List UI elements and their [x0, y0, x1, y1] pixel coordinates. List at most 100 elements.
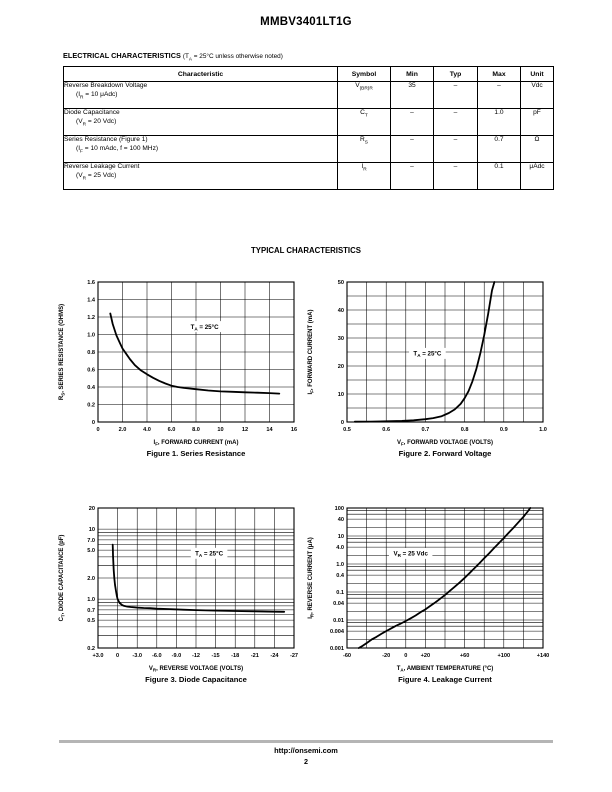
x-tick-label: -3.0 — [132, 653, 142, 659]
fig3-curve — [111, 543, 286, 613]
y-tick-label: 0.4 — [336, 573, 345, 579]
y-tick-label: 20 — [338, 364, 344, 370]
min-cell: – — [390, 162, 434, 190]
y-tick-label: 10 — [338, 534, 344, 540]
y-axis-label: RS, SERIES RESISTANCE (OHMS) — [59, 304, 66, 400]
symbol-cell: IR — [337, 162, 391, 190]
y-tick-label: 0 — [341, 420, 344, 426]
x-tick-label: +60 — [460, 653, 470, 659]
y-tick-label: 0.2 — [87, 646, 95, 652]
characteristic-name: Reverse Leakage Current — [64, 163, 140, 170]
figure-4-leakage-current-chart: -60 -20 0 +20 +60 +100 +140 100 40 10 4.0 1.0 0.4 0.1… — [303, 498, 555, 698]
table-row: Reverse Breakdown Voltage (IR = 10 μAdc)… — [63, 81, 554, 109]
y-tick-label: 2.0 — [87, 576, 95, 582]
x-tick-label: +140 — [537, 653, 550, 659]
y-tick-label: 0.001 — [330, 646, 344, 652]
annotation-backdrop — [389, 547, 433, 559]
unit-cell: Vdc — [520, 81, 554, 109]
x-axis-label: TA, AMBIENT TEMPERATURE (°C) — [397, 666, 494, 673]
y-tick-label: 0.2 — [87, 403, 95, 409]
y-tick-label: 0.7 — [87, 608, 95, 614]
y-tick-label: 7.0 — [87, 538, 95, 544]
figure-1-series-resistance-chart: 0 2.0 4.0 6.0 8.0 10 12 14 16 0 0.2 0.4 0.6 0.8 1.0 1.2… — [54, 272, 306, 472]
y-tick-label: 1.0 — [87, 597, 95, 603]
unit-cell: μAdc — [520, 162, 554, 190]
page-title: MMBV3401LT1G — [260, 16, 352, 28]
fig4-svg: -60 -20 0 +20 +60 +100 +140 100 40 10 4.0 1.0 0.4 0.1… — [308, 506, 550, 684]
typ-cell: – — [433, 135, 478, 163]
y-tick-label: 40 — [338, 517, 344, 523]
x-tick-label: -24 — [270, 653, 279, 659]
y-tick-label: 0.04 — [333, 601, 345, 607]
x-tick-label: 0.7 — [422, 427, 430, 433]
x-tick-label: -20 — [382, 653, 390, 659]
annotation-text: TA = 25°C — [413, 351, 442, 359]
characteristic-cell: Series Resistance (Figure 1) (IF = 10 mA… — [63, 135, 338, 163]
figure-caption: Figure 4. Leakage Current — [398, 675, 492, 684]
characteristic-cell: Reverse Breakdown Voltage (IR = 10 μAdc) — [63, 81, 338, 109]
figure-caption: Figure 3. Diode Capacitance — [145, 675, 247, 684]
column-header-unit: Unit — [520, 66, 554, 82]
typical-characteristics-heading: TYPICAL CHARACTERISTICS — [251, 246, 361, 255]
typ-cell: – — [433, 81, 478, 109]
grid-lines — [97, 507, 295, 649]
grid-lines — [346, 507, 544, 649]
x-tick-label: -9.0 — [172, 653, 182, 659]
y-tick-label: 40 — [338, 308, 344, 314]
table-header-row: Characteristic Symbol Min Typ Max Unit — [63, 66, 554, 82]
y-tick-label: 0.004 — [330, 629, 345, 635]
min-cell: – — [390, 108, 434, 136]
unit-cell: pF — [520, 108, 554, 136]
figure-caption: Figure 1. Series Resistance — [147, 449, 246, 458]
y-tick-label: 0.6 — [87, 368, 95, 374]
x-tick-label: -21 — [251, 653, 259, 659]
characteristic-condition: (IF = 10 mAdc, f = 100 MHz) — [76, 145, 159, 155]
unit-cell: Ω — [520, 135, 554, 163]
y-tick-label: 10 — [89, 527, 95, 533]
footer-divider — [59, 740, 553, 743]
figure-caption: Figure 2. Forward Voltage — [399, 449, 492, 458]
characteristic-condition: (VR = 25 Vdc) — [76, 172, 117, 182]
min-cell: 35 — [390, 81, 434, 109]
x-tick-label: -6.0 — [152, 653, 162, 659]
max-cell: – — [477, 81, 521, 109]
x-tick-label: 14 — [266, 427, 273, 433]
plot-border — [97, 507, 295, 649]
typ-cell: – — [433, 162, 478, 190]
y-axis-label: IF, FORWARD CURRENT (mA) — [308, 310, 315, 395]
x-tick-label: 4.0 — [143, 427, 151, 433]
y-tick-label: 0.4 — [87, 385, 96, 391]
electrical-characteristics-table: Characteristic Symbol Min Typ Max Unit R… — [63, 66, 554, 190]
y-tick-label: 1.2 — [87, 315, 95, 321]
y-tick-label: 0.1 — [336, 590, 344, 596]
y-tick-label: 1.6 — [87, 280, 95, 286]
max-cell: 0.7 — [477, 135, 521, 163]
x-tick-label: 0 — [116, 653, 119, 659]
annotation-backdrop — [186, 321, 223, 333]
x-axis-label: VR, REVERSE VOLTAGE (VOLTS) — [149, 666, 243, 673]
table-row: Series Resistance (Figure 1) (IF = 10 mA… — [63, 135, 554, 163]
x-axis-label: VF, FORWARD VOLTAGE (VOLTS) — [397, 440, 493, 447]
x-tick-label: 12 — [242, 427, 248, 433]
fig1-curve — [109, 312, 281, 395]
characteristic-name: Reverse Breakdown Voltage — [64, 82, 148, 89]
y-tick-label: 0.5 — [87, 618, 95, 624]
max-cell: 0.1 — [477, 162, 521, 190]
fig4-curve — [357, 507, 532, 649]
x-tick-label: -18 — [231, 653, 239, 659]
y-tick-label: 1.0 — [336, 562, 344, 568]
footer-url: http://onsemi.com — [274, 746, 338, 755]
annotation-backdrop — [409, 347, 446, 359]
figure-2-forward-voltage-chart: 0.5 0.6 0.7 0.8 0.9 1.0 0 10 20 30 40 50 TA = 25°C VF… — [303, 272, 555, 472]
y-axis-label: IR, REVERSE CURRENT (μA) — [308, 537, 315, 619]
section-heading-label: ELECTRICAL CHARACTERISTICS — [63, 51, 181, 60]
plot-border — [97, 281, 295, 423]
characteristic-cell: Reverse Leakage Current (VR = 25 Vdc) — [63, 162, 338, 190]
x-tick-label: 0 — [96, 427, 99, 433]
y-tick-label: 0 — [92, 420, 95, 426]
x-tick-label: 0 — [404, 653, 407, 659]
x-tick-label: 0.5 — [343, 427, 351, 433]
annotation-backdrop — [190, 547, 228, 559]
x-tick-label: +20 — [421, 653, 431, 659]
